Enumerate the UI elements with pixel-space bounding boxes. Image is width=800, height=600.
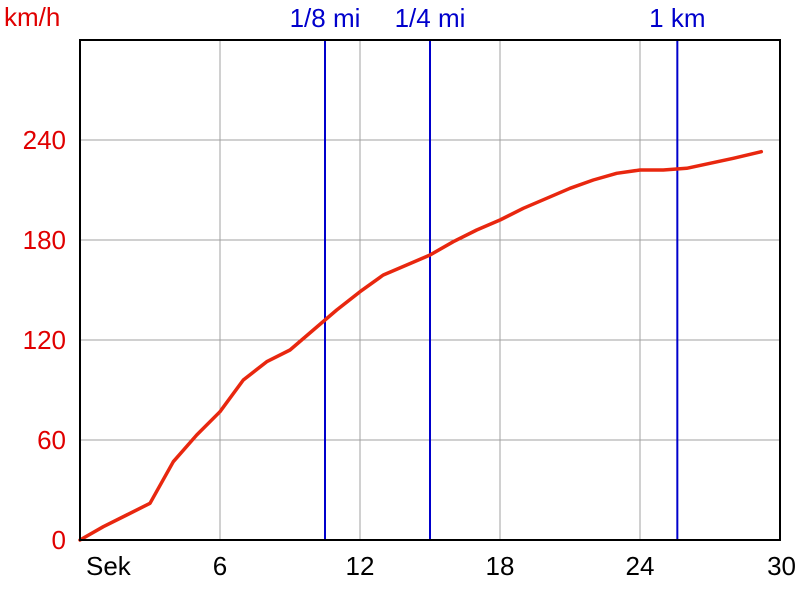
x-tick-label: 18 [486, 551, 515, 581]
x-tick-label: 6 [213, 551, 227, 581]
x-tick-labels: 6 12 18 24 30 [213, 551, 796, 581]
y-tick-labels: 0 60 120 180 240 [23, 125, 66, 555]
marker-label: 1/8 mi [290, 3, 361, 33]
x-tick-label: 12 [346, 551, 375, 581]
y-tick-label: 240 [23, 125, 66, 155]
y-tick-label: 120 [23, 325, 66, 355]
x-axis-label: Sek [86, 551, 132, 581]
distance-markers: 1/8 mi 1/4 mi 1 km [290, 3, 706, 540]
y-tick-label: 60 [37, 425, 66, 455]
marker-label: 1/4 mi [395, 3, 466, 33]
series-line [78, 149, 764, 542]
marker-label: 1 km [649, 3, 705, 33]
x-tick-label: 30 [767, 551, 796, 581]
y-tick-label: 180 [23, 225, 66, 255]
x-tick-label: 24 [626, 551, 655, 581]
y-axis-label: km/h [4, 2, 60, 32]
y-tick-label: 0 [52, 525, 66, 555]
plot-frame [79, 39, 781, 541]
series-layer [78, 149, 764, 542]
